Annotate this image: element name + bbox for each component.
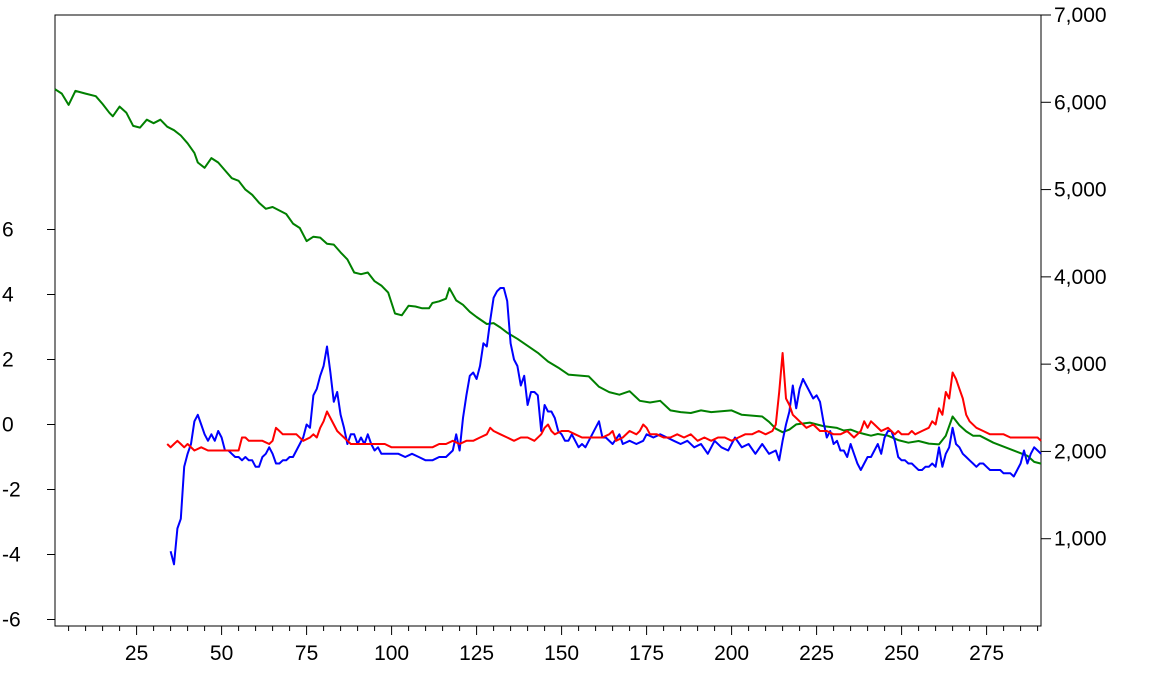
left-tick-label: -4 [2,544,21,567]
x-tick-label: 275 [969,642,1004,665]
left-tick-label: 4 [2,284,14,307]
x-tick-label: 200 [714,642,749,665]
left-tick-label: 2 [2,349,14,372]
series-line-1 [169,287,1042,566]
left-tick-label: 0 [2,414,14,437]
right-tick-label: 1,000 [1054,528,1107,551]
x-tick-label: 250 [884,642,919,665]
left-tick-label: -2 [2,479,21,502]
right-tick-label: 2,000 [1054,440,1107,463]
plot-frame [54,14,1042,627]
right-y-axis: 1,000 2,000 3,000 4,000 5,000 6,000 7,000 [1041,4,1107,551]
series-layer [54,88,1042,566]
left-tick-label: -6 [2,609,21,632]
right-tick-label: 4,000 [1054,266,1107,289]
right-tick-label: 7,000 [1054,4,1107,27]
x-axis: 25 50 75 100 125 150 175 200 225 250 275 [68,626,1039,665]
x-tick-label: 225 [799,642,834,665]
x-tick-label: 100 [374,642,409,665]
x-tick-label: 25 [125,642,148,665]
left-tick-label: 6 [2,219,14,242]
left-y-axis: -6 -4 -2 0 2 4 6 [2,219,55,632]
right-tick-label: 6,000 [1054,91,1107,114]
series-line-2 [166,352,1042,452]
x-tick-label: 50 [210,642,233,665]
x-tick-label: 150 [544,642,579,665]
series-line-0 [54,88,1042,465]
right-tick-label: 3,000 [1054,353,1107,376]
right-tick-label: 5,000 [1054,179,1107,202]
x-tick-label: 175 [629,642,664,665]
x-tick-label: 125 [459,642,494,665]
x-tick-label: 75 [295,642,318,665]
